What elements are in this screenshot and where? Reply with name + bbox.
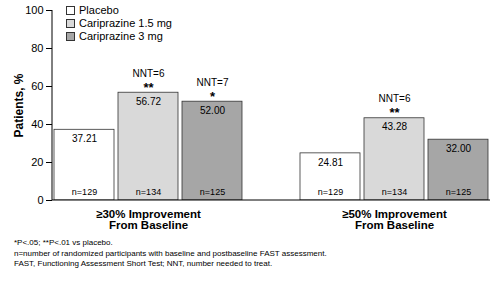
svg-text:20: 20 — [31, 156, 43, 168]
svg-text:n=125: n=125 — [446, 187, 471, 197]
svg-text:37.21: 37.21 — [72, 133, 97, 144]
svg-text:n=134: n=134 — [136, 187, 161, 197]
svg-text:≥50% ImprovementFrom Baseline: ≥50% ImprovementFrom Baseline — [342, 208, 447, 232]
html-text:Placebo: Placebo — [79, 4, 119, 16]
svg-text:60: 60 — [31, 80, 43, 92]
svg-text:**: ** — [389, 105, 400, 120]
html-text:Cariprazine 3 mg: Cariprazine 3 mg — [79, 30, 163, 42]
html-text:FAST, Functioning Assessment S: FAST, Functioning Assessment Short Test;… — [14, 259, 273, 268]
svg-text:*: * — [210, 89, 216, 104]
svg-text:80: 80 — [31, 42, 43, 54]
svg-text:56.72: 56.72 — [136, 96, 161, 107]
svg-text:52.00: 52.00 — [200, 105, 225, 116]
svg-text:n=134: n=134 — [382, 187, 407, 197]
svg-text:32.00: 32.00 — [446, 143, 471, 154]
svg-text:n=129: n=129 — [72, 187, 97, 197]
svg-text:100: 100 — [25, 4, 43, 16]
svg-text:≥30% ImprovementFrom Baseline: ≥30% ImprovementFrom Baseline — [96, 208, 201, 232]
svg-text:n=125: n=125 — [200, 187, 225, 197]
html-text:Cariprazine 1.5 mg: Cariprazine 1.5 mg — [79, 17, 172, 29]
svg-text:Patients, %: Patients, % — [12, 73, 26, 137]
svg-text:0: 0 — [37, 194, 43, 206]
html-text:n=number of randomized partici: n=number of randomized participants with… — [14, 248, 327, 258]
svg-text:NNT=6: NNT=6 — [133, 68, 165, 79]
svg-text:43.28: 43.28 — [382, 121, 407, 132]
svg-text:**: ** — [143, 80, 154, 95]
svg-text:40: 40 — [31, 118, 43, 130]
svg-text:n=129: n=129 — [318, 187, 343, 197]
html-text:*P<.05; **P<.01 vs placebo.: *P<.05; **P<.01 vs placebo. — [14, 238, 113, 247]
svg-text:NNT=7: NNT=7 — [197, 77, 229, 88]
svg-text:NNT=6: NNT=6 — [379, 93, 411, 104]
svg-text:24.81: 24.81 — [318, 157, 343, 168]
